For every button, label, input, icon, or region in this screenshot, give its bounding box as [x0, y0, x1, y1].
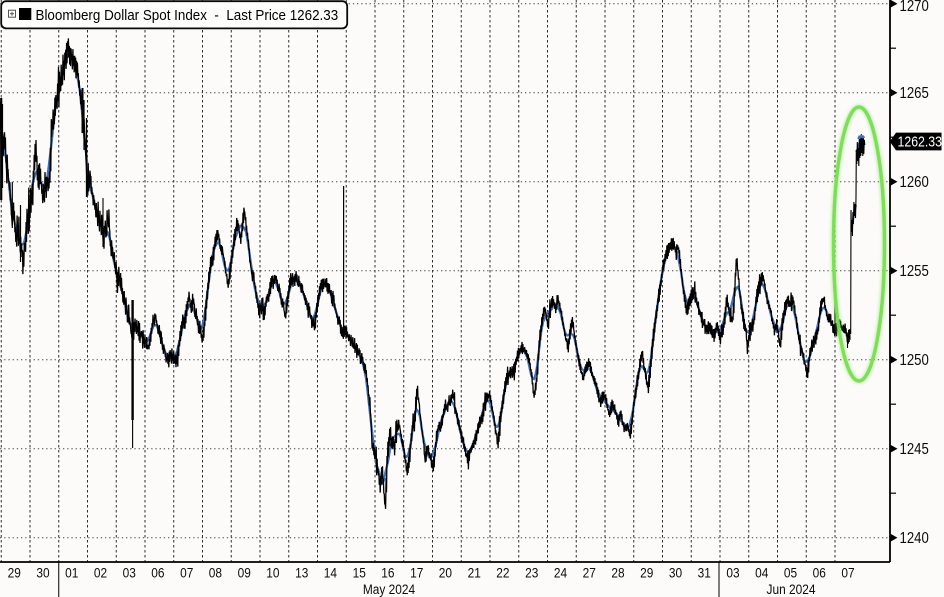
- svg-text:1270: 1270: [900, 0, 929, 16]
- svg-text:1262.33: 1262.33: [898, 134, 942, 150]
- svg-text:07: 07: [841, 565, 854, 581]
- svg-text:13: 13: [295, 565, 308, 581]
- svg-text:1260: 1260: [900, 174, 929, 191]
- svg-text:21: 21: [468, 565, 481, 581]
- svg-text:30: 30: [669, 565, 682, 581]
- svg-text:1255: 1255: [900, 263, 929, 280]
- svg-text:07: 07: [180, 565, 193, 581]
- svg-text:14: 14: [324, 565, 337, 581]
- svg-text:24: 24: [554, 565, 567, 581]
- svg-text:03: 03: [123, 565, 136, 581]
- svg-text:1250: 1250: [900, 352, 929, 369]
- svg-text:16: 16: [381, 565, 394, 581]
- svg-text:06: 06: [151, 565, 164, 581]
- svg-text:1240: 1240: [900, 530, 929, 547]
- svg-text:1245: 1245: [900, 441, 929, 458]
- svg-text:02: 02: [94, 565, 107, 581]
- svg-text:28: 28: [611, 565, 624, 581]
- svg-text:27: 27: [583, 565, 596, 581]
- svg-text:31: 31: [698, 565, 711, 581]
- svg-text:06: 06: [813, 565, 826, 581]
- svg-text:05: 05: [784, 565, 797, 581]
- svg-text:17: 17: [410, 565, 423, 581]
- svg-text:22: 22: [496, 565, 509, 581]
- svg-text:08: 08: [209, 565, 222, 581]
- svg-text:1265: 1265: [900, 85, 929, 102]
- svg-text:01: 01: [65, 565, 78, 581]
- svg-text:Bloomberg Dollar Spot Index -: Bloomberg Dollar Spot Index - Last Price…: [36, 7, 339, 24]
- svg-text:10: 10: [266, 565, 279, 581]
- svg-text:23: 23: [525, 565, 538, 581]
- svg-text:29: 29: [8, 565, 21, 581]
- svg-text:04: 04: [755, 565, 768, 581]
- svg-text:30: 30: [36, 565, 49, 581]
- svg-text:03: 03: [726, 565, 739, 581]
- svg-text:Jun 2024: Jun 2024: [767, 581, 816, 597]
- svg-text:15: 15: [353, 565, 366, 581]
- svg-text:20: 20: [439, 565, 452, 581]
- svg-text:May 2024: May 2024: [363, 581, 415, 597]
- svg-text:09: 09: [238, 565, 251, 581]
- svg-text:29: 29: [640, 565, 653, 581]
